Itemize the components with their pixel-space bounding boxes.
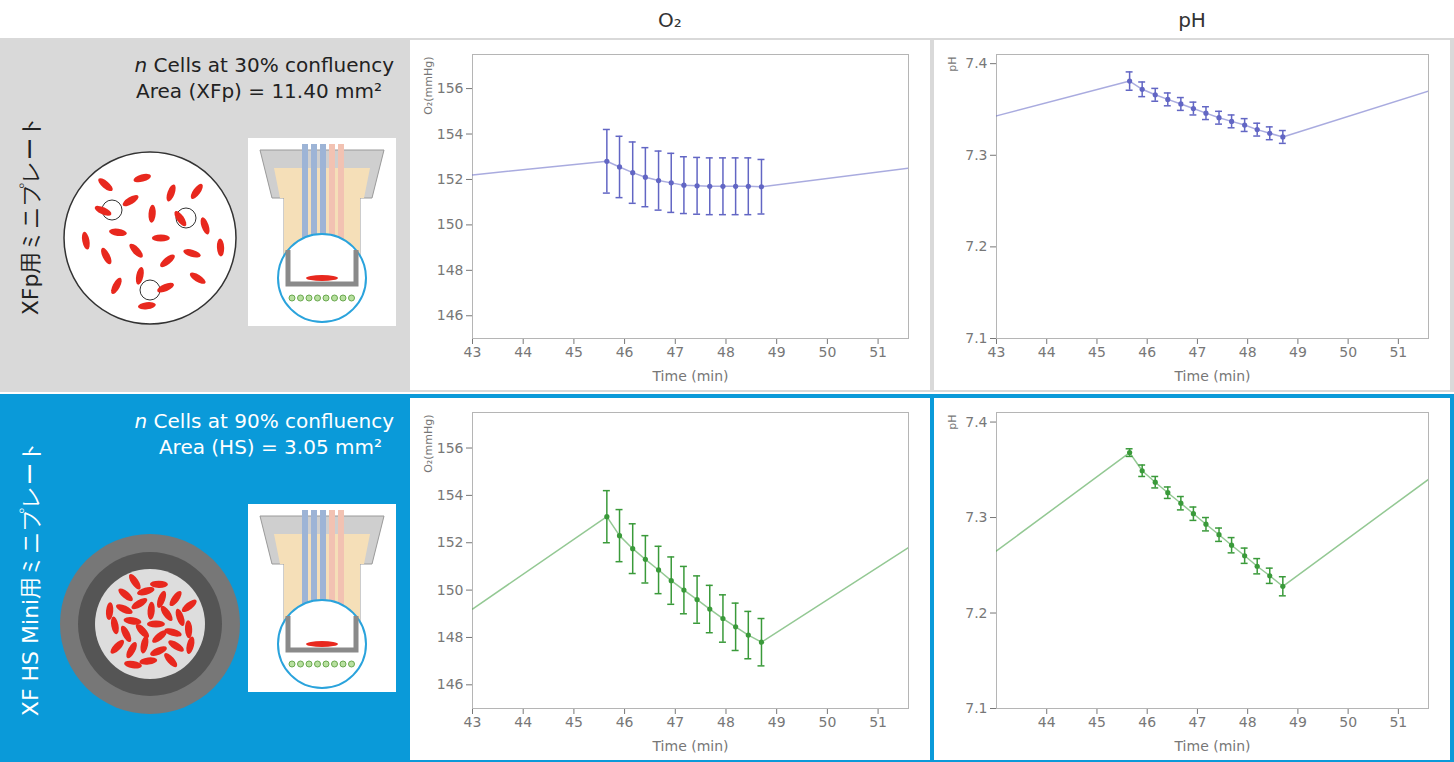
svg-text:148: 148 — [437, 629, 464, 645]
svg-text:7.3: 7.3 — [965, 509, 987, 525]
svg-text:150: 150 — [437, 582, 464, 598]
svg-text:48: 48 — [717, 714, 735, 730]
svg-text:49: 49 — [1289, 344, 1307, 360]
html-text:pH: pH — [1178, 8, 1206, 32]
svg-text:49: 49 — [768, 344, 786, 360]
svg-text:156: 156 — [437, 440, 464, 456]
svg-text:150: 150 — [437, 216, 464, 232]
svg-text:Area (XFp) = 11.40 mm²: Area (XFp) = 11.40 mm² — [136, 79, 382, 103]
svg-text:152: 152 — [437, 171, 464, 187]
svg-text:146: 146 — [437, 676, 464, 692]
svg-text:152: 152 — [437, 534, 464, 550]
svg-text:51: 51 — [869, 714, 887, 730]
svg-text:Time (min): Time (min) — [651, 738, 728, 754]
svg-text:46: 46 — [616, 344, 634, 360]
svg-text:50: 50 — [1339, 344, 1357, 360]
svg-text:7.2: 7.2 — [965, 238, 987, 254]
svg-text:50: 50 — [1339, 714, 1357, 730]
svg-text:7.4: 7.4 — [965, 55, 987, 71]
svg-text:48: 48 — [1239, 714, 1257, 730]
svg-text:45: 45 — [1088, 714, 1106, 730]
svg-text:154: 154 — [437, 487, 464, 503]
svg-text:47: 47 — [1189, 714, 1207, 730]
svg-text:46: 46 — [616, 714, 634, 730]
svg-text:7.4: 7.4 — [965, 414, 987, 430]
svg-text:48: 48 — [717, 344, 735, 360]
svg-text:146: 146 — [437, 307, 464, 323]
svg-text:51: 51 — [1389, 714, 1407, 730]
svg-text:49: 49 — [768, 714, 786, 730]
svg-text:154: 154 — [437, 126, 464, 142]
svg-text:49: 49 — [1289, 714, 1307, 730]
svg-text:XF HS Mini用ミニプレート: XF HS Mini用ミニプレート — [18, 440, 43, 716]
svg-text:47: 47 — [666, 714, 684, 730]
svg-text:45: 45 — [565, 714, 583, 730]
svg-text:43: 43 — [464, 344, 482, 360]
svg-text:7.2: 7.2 — [965, 604, 987, 620]
svg-text:Time (min): Time (min) — [1173, 738, 1250, 754]
svg-text:46: 46 — [1138, 344, 1156, 360]
svg-text:7.1: 7.1 — [965, 700, 987, 716]
svg-text:47: 47 — [666, 344, 684, 360]
svg-text:44: 44 — [1038, 344, 1056, 360]
svg-text:n Cells at 90% confluency: n Cells at 90% confluency — [135, 409, 395, 433]
svg-text:O₂(mmHg): O₂(mmHg) — [422, 415, 435, 473]
svg-text:44: 44 — [514, 344, 532, 360]
svg-text:43: 43 — [988, 344, 1006, 360]
svg-text:50: 50 — [818, 344, 836, 360]
svg-text:pH: pH — [946, 415, 959, 430]
svg-text:pH: pH — [946, 57, 959, 72]
html-text:O₂: O₂ — [658, 8, 682, 32]
svg-text:43: 43 — [464, 714, 482, 730]
svg-text:7.3: 7.3 — [965, 147, 987, 163]
svg-text:51: 51 — [1389, 344, 1407, 360]
svg-text:45: 45 — [1088, 344, 1106, 360]
svg-text:51: 51 — [869, 344, 887, 360]
svg-text:156: 156 — [437, 80, 464, 96]
svg-text:O₂(mmHg): O₂(mmHg) — [422, 57, 435, 115]
svg-text:XFp用ミニプレート: XFp用ミニプレート — [18, 115, 43, 316]
svg-text:44: 44 — [1038, 714, 1056, 730]
svg-text:44: 44 — [514, 714, 532, 730]
svg-text:45: 45 — [565, 344, 583, 360]
svg-text:Time (min): Time (min) — [1173, 368, 1250, 384]
svg-text:46: 46 — [1138, 714, 1156, 730]
svg-text:Time (min): Time (min) — [651, 368, 728, 384]
svg-text:50: 50 — [818, 714, 836, 730]
svg-text:7.1: 7.1 — [965, 330, 987, 346]
svg-text:Area (HS) = 3.05 mm²: Area (HS) = 3.05 mm² — [159, 435, 382, 459]
svg-text:148: 148 — [437, 262, 464, 278]
svg-text:47: 47 — [1189, 344, 1207, 360]
svg-text:n Cells at 30% confluency: n Cells at 30% confluency — [135, 53, 395, 77]
svg-text:48: 48 — [1239, 344, 1257, 360]
